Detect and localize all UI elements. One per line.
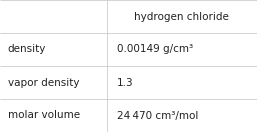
Text: molar volume: molar volume	[8, 110, 80, 121]
Text: vapor density: vapor density	[8, 77, 79, 88]
Text: 0.00149 g/cm³: 0.00149 g/cm³	[117, 44, 193, 55]
Text: density: density	[8, 44, 46, 55]
Text: 1.3: 1.3	[117, 77, 134, 88]
Text: hydrogen chloride: hydrogen chloride	[134, 11, 229, 22]
Text: 24 470 cm³/mol: 24 470 cm³/mol	[117, 110, 198, 121]
